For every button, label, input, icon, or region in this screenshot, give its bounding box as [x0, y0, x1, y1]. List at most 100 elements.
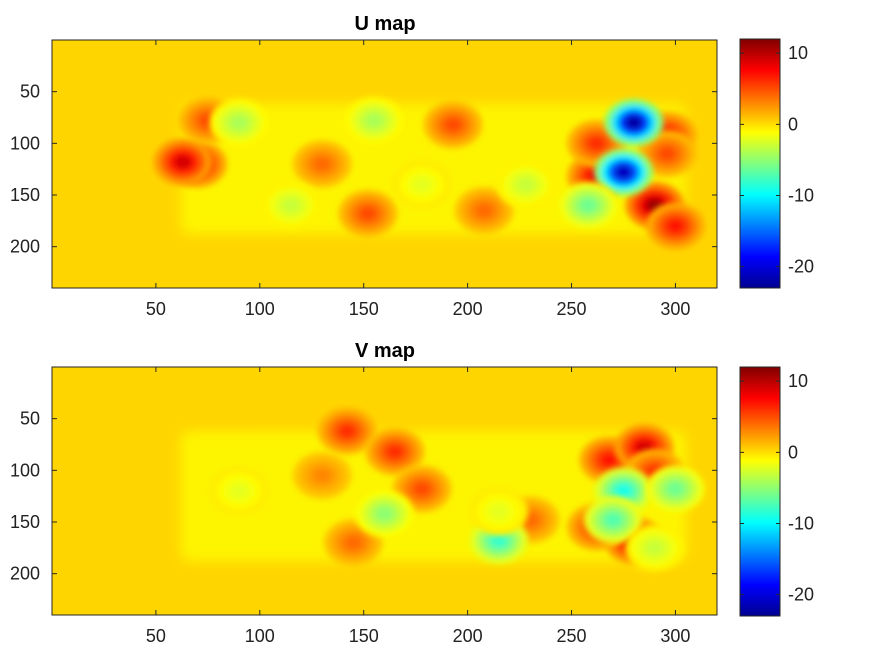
u-map-heat-contour	[666, 219, 685, 233]
v-map-title: V map	[355, 340, 415, 362]
u-map-heat-contour	[174, 154, 192, 169]
v-map-x-tick-label: 300	[660, 626, 690, 646]
u-map-y-tick-label: 150	[10, 185, 40, 205]
u-map-x-tick-label: 100	[245, 299, 275, 319]
u-map-y-tick-label: 200	[10, 237, 40, 257]
v-map-heat-contour	[490, 504, 508, 519]
v-map-heat-contour	[230, 484, 248, 498]
u-map-heat-blob	[558, 181, 618, 229]
v-map-heat-contour	[666, 481, 685, 496]
u-map-heat-contour	[625, 115, 643, 130]
u-map-heat-contour	[444, 117, 462, 132]
v-map-x-tick-label: 100	[245, 626, 275, 646]
u-map-heat-blob	[646, 202, 705, 250]
v-map-colorbar-tick-label: 0	[788, 442, 798, 462]
v-map-plot-area	[52, 367, 717, 615]
v-map-heat-contour	[604, 512, 622, 527]
v-map-heat-contour	[386, 444, 404, 459]
u-map-colorbar-tick-label: 0	[788, 114, 798, 134]
v-map-heat-contour	[344, 535, 363, 550]
u-map-heat-contour	[579, 198, 597, 213]
v-map-heat-blob	[209, 467, 269, 515]
u-map-plot-area	[52, 40, 717, 288]
v-map-heat-contour	[338, 424, 356, 439]
u-map-x-tick-label: 50	[146, 299, 166, 319]
v-map-heat-contour	[313, 468, 331, 483]
v-map-heat-contour	[413, 481, 431, 496]
u-map-heat-blob	[423, 101, 483, 149]
v-map-heat-layer	[180, 407, 705, 572]
u-map-x-tick-label: 300	[660, 299, 690, 319]
u-map-heat-contour	[517, 177, 535, 192]
v-map-colorbar-tick-label: -10	[788, 514, 814, 534]
v-map-heat-blob	[469, 488, 529, 536]
u-map-heat-blob	[496, 161, 556, 209]
u-map-x-tick-label: 200	[453, 299, 483, 319]
v-map-colorbar-tick-label: 10	[788, 371, 808, 391]
v-map-x-tick-label: 250	[557, 626, 587, 646]
u-map-heat-contour	[313, 157, 331, 171]
v-map-y-ticks: 50 100 150 200	[10, 409, 717, 584]
u-map-heat-blob	[392, 161, 452, 209]
u-map-heat-blob	[637, 130, 697, 178]
u-map-heat-blob	[594, 148, 653, 196]
v-map-colorbar-ticks: 10 0 -10 -20	[740, 371, 814, 605]
v-map-x-tick-label: 50	[146, 626, 166, 646]
v-map-heat-contour	[375, 506, 394, 521]
u-map-heat-contour	[359, 206, 377, 221]
u-map-heat-blob	[209, 99, 269, 147]
u-map-heat-contour	[365, 113, 383, 128]
u-map-heat-blob	[604, 99, 664, 147]
v-map-x-tick-label: 200	[453, 626, 483, 646]
u-map-colorbar-tick-label: 10	[788, 43, 808, 63]
v-map-y-tick-label: 100	[10, 460, 40, 480]
u-map-heat-contour	[230, 115, 248, 130]
u-map-title: U map	[354, 13, 415, 35]
v-map-heat-blob	[365, 428, 425, 476]
u-map-axes-box	[51, 39, 718, 289]
u-map-colorbar	[739, 38, 781, 289]
v-map-x-ticks: 50 100 150 200 250 300	[146, 367, 690, 646]
v-map-heat-contour	[600, 453, 618, 467]
u-map-colorbar-tick-label: -10	[788, 186, 814, 206]
v-map-x-tick-label: 150	[349, 626, 379, 646]
v-map-y-tick-label: 50	[20, 409, 40, 429]
u-map-x-ticks: 50 100 150 200 250 300	[146, 40, 690, 319]
v-map-y-tick-label: 150	[10, 512, 40, 532]
v-map-y-tick-label: 200	[10, 564, 40, 584]
v-map-heat-blob	[292, 452, 352, 499]
v-map-heat-blob	[317, 407, 377, 455]
u-map-heat-contour	[282, 198, 300, 213]
v-map-heat-blob	[625, 524, 685, 572]
u-map-heat-blob	[338, 190, 398, 238]
u-map-heat-contour	[475, 203, 493, 218]
v-map-heat-blob	[646, 465, 705, 513]
v-map-heat-contour	[614, 484, 633, 498]
u-map-y-ticks: 50 100 150 200	[10, 82, 717, 257]
u-map-heat-blob	[153, 138, 213, 186]
u-map-heat-blob	[292, 140, 352, 188]
u-map-y-tick-label: 50	[20, 82, 40, 102]
v-map-heat-blob	[355, 490, 414, 538]
v-map-colorbar-tick-label: -20	[788, 585, 814, 605]
v-map-heat-contour	[490, 533, 508, 548]
v-map-colorbar	[739, 366, 781, 617]
v-map-heat-contour	[645, 540, 664, 555]
v-map-heat-blob	[583, 496, 643, 544]
v-map-axes-box	[51, 366, 718, 616]
u-map-heat-contour	[587, 136, 606, 151]
u-map-y-tick-label: 100	[10, 133, 40, 153]
u-map-heat-contour	[614, 165, 633, 180]
u-map-heat-blob	[454, 187, 514, 234]
u-map-colorbar-tick-label: -20	[788, 257, 814, 277]
u-map-x-tick-label: 150	[349, 299, 379, 319]
u-map-colorbar-ticks: 10 0 -10 -20	[740, 43, 814, 277]
u-map-heat-contour	[413, 177, 431, 192]
u-map-heat-blob	[261, 181, 321, 229]
u-map-heat-blob	[344, 97, 404, 145]
u-map-heat-contour	[658, 146, 676, 161]
u-map-x-tick-label: 250	[557, 299, 587, 319]
